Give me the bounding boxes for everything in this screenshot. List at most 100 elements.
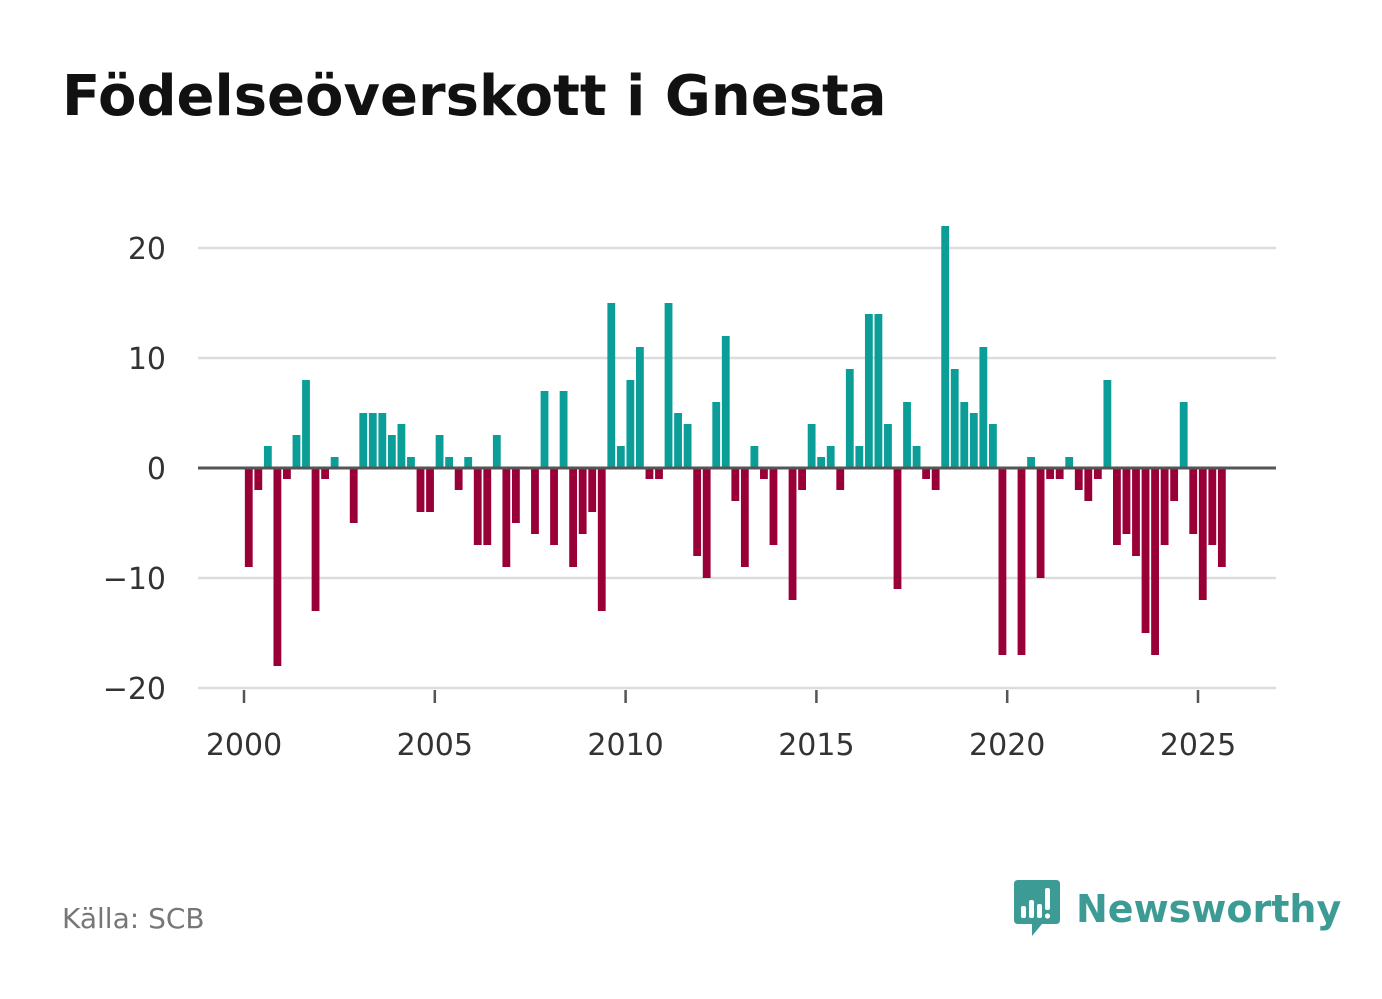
- bar: [693, 468, 702, 556]
- y-tick-label: −10: [103, 562, 166, 597]
- bar: [884, 424, 892, 468]
- bar: [1217, 468, 1226, 567]
- bar: [263, 446, 272, 468]
- bar: [254, 468, 263, 490]
- bar: [435, 435, 444, 468]
- bar: [769, 468, 778, 545]
- bar: [559, 391, 568, 468]
- bar: [473, 468, 482, 545]
- bar: [1132, 468, 1140, 556]
- bar: [597, 468, 606, 611]
- bar: [1189, 468, 1198, 534]
- bar: [931, 468, 940, 490]
- x-tick-label: 2025: [1160, 728, 1236, 763]
- bar: [397, 424, 406, 468]
- bar: [540, 391, 549, 468]
- y-tick-label: 10: [128, 342, 166, 377]
- bar: [998, 468, 1007, 655]
- y-axis: 20 10 0 −10 −20: [103, 232, 166, 707]
- bar: [979, 347, 988, 468]
- bar: [1055, 468, 1064, 479]
- bar: [903, 402, 911, 468]
- bar: [740, 468, 749, 567]
- x-tick-label: 2000: [206, 728, 282, 763]
- bar: [1122, 468, 1131, 534]
- bar: [244, 468, 253, 567]
- bar: [407, 457, 415, 468]
- bar: [1113, 468, 1121, 545]
- bar: [378, 413, 387, 468]
- bar: [798, 468, 806, 490]
- bar: [674, 413, 682, 468]
- bar: [1027, 457, 1035, 468]
- bar: [321, 468, 329, 479]
- newsworthy-logo: Newsworthy: [1012, 878, 1341, 940]
- bar: [1046, 468, 1055, 479]
- bar: [464, 457, 473, 468]
- x-tick-label: 2005: [397, 728, 473, 763]
- y-tick-label: 0: [147, 452, 166, 487]
- bar: [502, 468, 511, 567]
- bar: [817, 457, 826, 468]
- bar: [1017, 468, 1026, 655]
- bar: [1170, 468, 1179, 501]
- bar: [683, 424, 692, 468]
- bars: [244, 226, 1226, 666]
- bar: [760, 468, 768, 479]
- y-tick-label: 20: [128, 232, 166, 267]
- bar: [721, 336, 730, 468]
- bar: [607, 303, 616, 468]
- bar: [273, 468, 282, 666]
- x-tick-label: 2020: [969, 728, 1045, 763]
- bar: [1103, 380, 1112, 468]
- bar: [712, 402, 721, 468]
- bar: [292, 435, 301, 468]
- bar: [1084, 468, 1093, 501]
- bar: [1179, 402, 1188, 468]
- bar: [426, 468, 434, 512]
- bar: [1036, 468, 1045, 578]
- bar: [330, 457, 339, 468]
- bar: [511, 468, 520, 523]
- x-tick-label: 2015: [778, 728, 854, 763]
- x-axis: 2000 2005 2010 2015 2020 2025: [206, 690, 1236, 763]
- bar: [874, 314, 883, 468]
- bar: [616, 446, 625, 468]
- bar: [454, 468, 463, 490]
- bar: [1151, 468, 1159, 655]
- bar: [826, 446, 835, 468]
- newsworthy-chart-icon: [1014, 880, 1060, 936]
- bar: [702, 468, 711, 578]
- bar: [483, 468, 492, 545]
- bar: [1093, 468, 1102, 479]
- brand-name: Newsworthy: [1076, 887, 1342, 931]
- bar: [626, 380, 635, 468]
- chart-title: Födelseöverskott i Gnesta: [62, 64, 887, 129]
- bar: [836, 468, 845, 490]
- bar: [645, 468, 654, 479]
- bar: [531, 468, 539, 534]
- bar: [368, 413, 377, 468]
- bar: [950, 369, 959, 468]
- bar: [941, 226, 950, 468]
- bar: [864, 314, 873, 468]
- bar: [578, 468, 587, 534]
- bar: [960, 402, 969, 468]
- bar: [1074, 468, 1083, 490]
- bar: [387, 435, 396, 468]
- bar: [1160, 468, 1169, 545]
- bar: [445, 457, 454, 468]
- bar: [636, 347, 644, 468]
- bar: [588, 468, 597, 512]
- bar: [349, 468, 358, 523]
- bar: [359, 413, 368, 468]
- bar: [912, 446, 921, 468]
- bar: [302, 380, 310, 468]
- bar: [750, 446, 759, 468]
- bar: [893, 468, 902, 589]
- bar: [1065, 457, 1074, 468]
- bar: [922, 468, 931, 479]
- bar: [969, 413, 978, 468]
- bar: [988, 424, 997, 468]
